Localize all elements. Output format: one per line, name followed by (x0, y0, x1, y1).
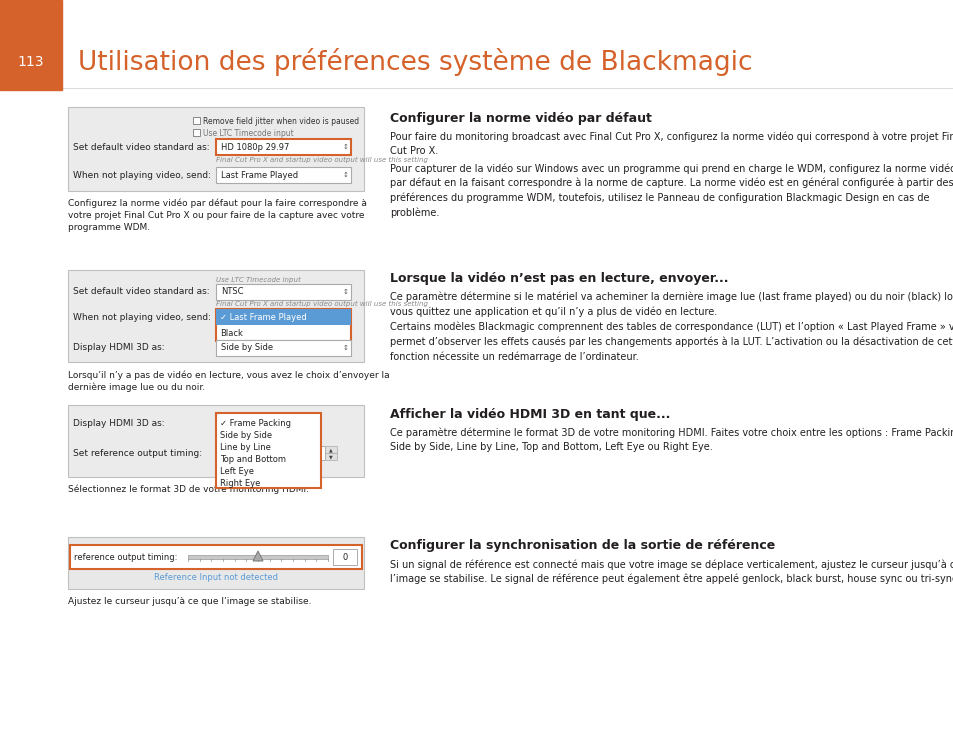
Text: Set default video standard as:: Set default video standard as: (73, 142, 210, 151)
Bar (193, 117, 200, 124)
Text: NTSC: NTSC (221, 288, 243, 297)
Bar (215, 309, 351, 341)
Text: Use LTC Timecode input: Use LTC Timecode input (215, 277, 300, 283)
Bar (0, 0, 62, 90)
Text: Display HDMI 3D as:: Display HDMI 3D as: (73, 343, 165, 353)
Bar (333, 549, 356, 565)
Text: Si un signal de référence est connecté mais que votre image se déplace verticale: Si un signal de référence est connecté m… (390, 559, 953, 584)
Text: ↕: ↕ (343, 172, 349, 178)
Text: When not playing video, send:: When not playing video, send: (73, 312, 211, 322)
Text: ▲: ▲ (329, 447, 333, 452)
Bar (215, 340, 351, 356)
Text: Lorsqu’il n’y a pas de vidéo en lecture, vous avez le choix d’envoyer la
dernièr: Lorsqu’il n’y a pas de vidéo en lecture,… (68, 370, 389, 392)
Bar (325, 446, 336, 453)
Text: Right Eye: Right Eye (220, 478, 260, 488)
Text: Set default video standard as:: Set default video standard as: (73, 288, 210, 297)
Text: Left Eye: Left Eye (220, 466, 253, 475)
Bar (188, 555, 328, 559)
Text: ↕: ↕ (343, 345, 349, 351)
Text: Ajustez le curseur jusqu’à ce que l’image se stabilise.: Ajustez le curseur jusqu’à ce que l’imag… (68, 597, 312, 606)
Text: Final Cut Pro X and startup video output will use this setting: Final Cut Pro X and startup video output… (215, 157, 428, 163)
Bar (215, 284, 351, 300)
Text: Side by Side: Side by Side (221, 343, 273, 353)
Text: Lorsque la vidéo n’est pas en lecture, envoyer...: Lorsque la vidéo n’est pas en lecture, e… (390, 272, 728, 285)
Text: 0: 0 (311, 449, 316, 458)
Text: ↕: ↕ (343, 289, 349, 295)
Text: Remove field jitter when video is paused: Remove field jitter when video is paused (203, 117, 358, 125)
Text: Utilisation des préférences système de Blackmagic: Utilisation des préférences système de B… (78, 48, 752, 76)
Text: Certains modèles Blackmagic comprennent des tables de correspondance (LUT) et l’: Certains modèles Blackmagic comprennent … (390, 322, 953, 362)
Text: Display HDMI 3D as:: Display HDMI 3D as: (73, 418, 165, 427)
Text: Reference Input not detected: Reference Input not detected (153, 573, 277, 582)
Text: reference output timing:: reference output timing: (74, 553, 177, 562)
Text: ▼: ▼ (329, 454, 333, 459)
Text: Configurer la synchronisation de la sortie de référence: Configurer la synchronisation de la sort… (390, 539, 775, 552)
Bar (68, 405, 364, 477)
Text: Afficher la vidéo HDMI 3D en tant que...: Afficher la vidéo HDMI 3D en tant que... (390, 408, 670, 421)
Text: Use LTC Timecode input: Use LTC Timecode input (203, 128, 294, 137)
Text: When not playing video, send:: When not playing video, send: (73, 170, 211, 179)
Text: ✓ Last Frame Played: ✓ Last Frame Played (220, 312, 307, 322)
Text: Side by Side: Side by Side (220, 430, 272, 440)
Text: 113: 113 (18, 55, 44, 69)
Text: Black: Black (220, 328, 243, 337)
Text: ↕: ↕ (343, 144, 349, 150)
Bar (215, 413, 320, 488)
Bar (68, 107, 364, 191)
Bar (215, 139, 351, 155)
Text: Pour faire du monitoring broadcast avec Final Cut Pro X, configurez la norme vid: Pour faire du monitoring broadcast avec … (390, 132, 953, 156)
Text: ✓ Frame Packing: ✓ Frame Packing (215, 418, 287, 427)
Text: HD 1080p 29.97: HD 1080p 29.97 (221, 142, 289, 151)
Bar (215, 167, 351, 183)
Bar (68, 537, 364, 589)
Text: Ce paramètre détermine si le matériel va acheminer la dernière image lue (last f: Ce paramètre détermine si le matériel va… (390, 292, 953, 317)
Text: Last Frame Played: Last Frame Played (221, 170, 297, 179)
Text: Final Cut Pro X and startup video output will use this setting: Final Cut Pro X and startup video output… (215, 301, 428, 307)
Text: Configurez la norme vidéo par défaut pour la faire correspondre à
votre projet F: Configurez la norme vidéo par défaut pou… (68, 199, 367, 232)
Text: ✓ Frame Packing: ✓ Frame Packing (220, 418, 291, 427)
Bar (325, 453, 336, 460)
Bar (303, 446, 325, 460)
Text: Configurer la norme vidéo par défaut: Configurer la norme vidéo par défaut (390, 112, 651, 125)
Text: Ce paramètre détermine le format 3D de votre monitoring HDMI. Faites votre choix: Ce paramètre détermine le format 3D de v… (390, 428, 953, 452)
Bar (193, 129, 200, 136)
Text: 0: 0 (342, 553, 347, 562)
Text: Line by Line: Line by Line (220, 443, 271, 452)
Bar (215, 309, 351, 325)
Text: Pour capturer de la vidéo sur Windows avec un programme qui prend en charge le W: Pour capturer de la vidéo sur Windows av… (390, 163, 953, 218)
Polygon shape (253, 551, 263, 561)
Bar (70, 545, 361, 569)
Text: Set reference output timing:: Set reference output timing: (73, 449, 202, 458)
Text: Sélectionnez le format 3D de votre monitoring HDMI.: Sélectionnez le format 3D de votre monit… (68, 485, 309, 494)
Text: Top and Bottom: Top and Bottom (220, 455, 286, 463)
Bar (68, 270, 364, 362)
